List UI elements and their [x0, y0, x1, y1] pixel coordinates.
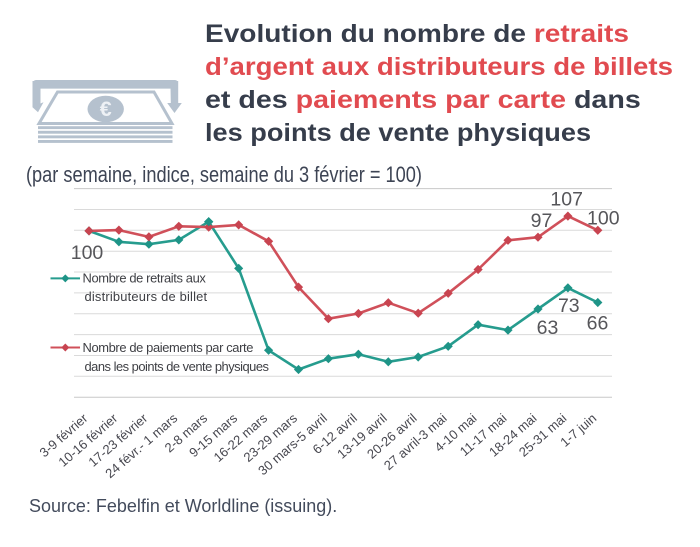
svg-text:73: 73: [558, 295, 580, 317]
svg-text:Nombre de paiements par carte: Nombre de paiements par carte: [83, 340, 254, 355]
svg-text:97: 97: [531, 210, 553, 232]
svg-text:dans les points de vente physi: dans les points de vente physiques: [85, 359, 269, 374]
svg-text:€: €: [100, 97, 112, 121]
svg-text:107: 107: [550, 189, 583, 211]
svg-text:100: 100: [71, 242, 104, 264]
svg-text:distributeurs de billet: distributeurs de billet: [85, 289, 208, 304]
svg-text:Nombre de retraits aux: Nombre de retraits aux: [83, 271, 207, 286]
svg-text:100: 100: [587, 208, 620, 230]
svg-text:66: 66: [587, 313, 609, 335]
svg-text:63: 63: [537, 317, 559, 339]
